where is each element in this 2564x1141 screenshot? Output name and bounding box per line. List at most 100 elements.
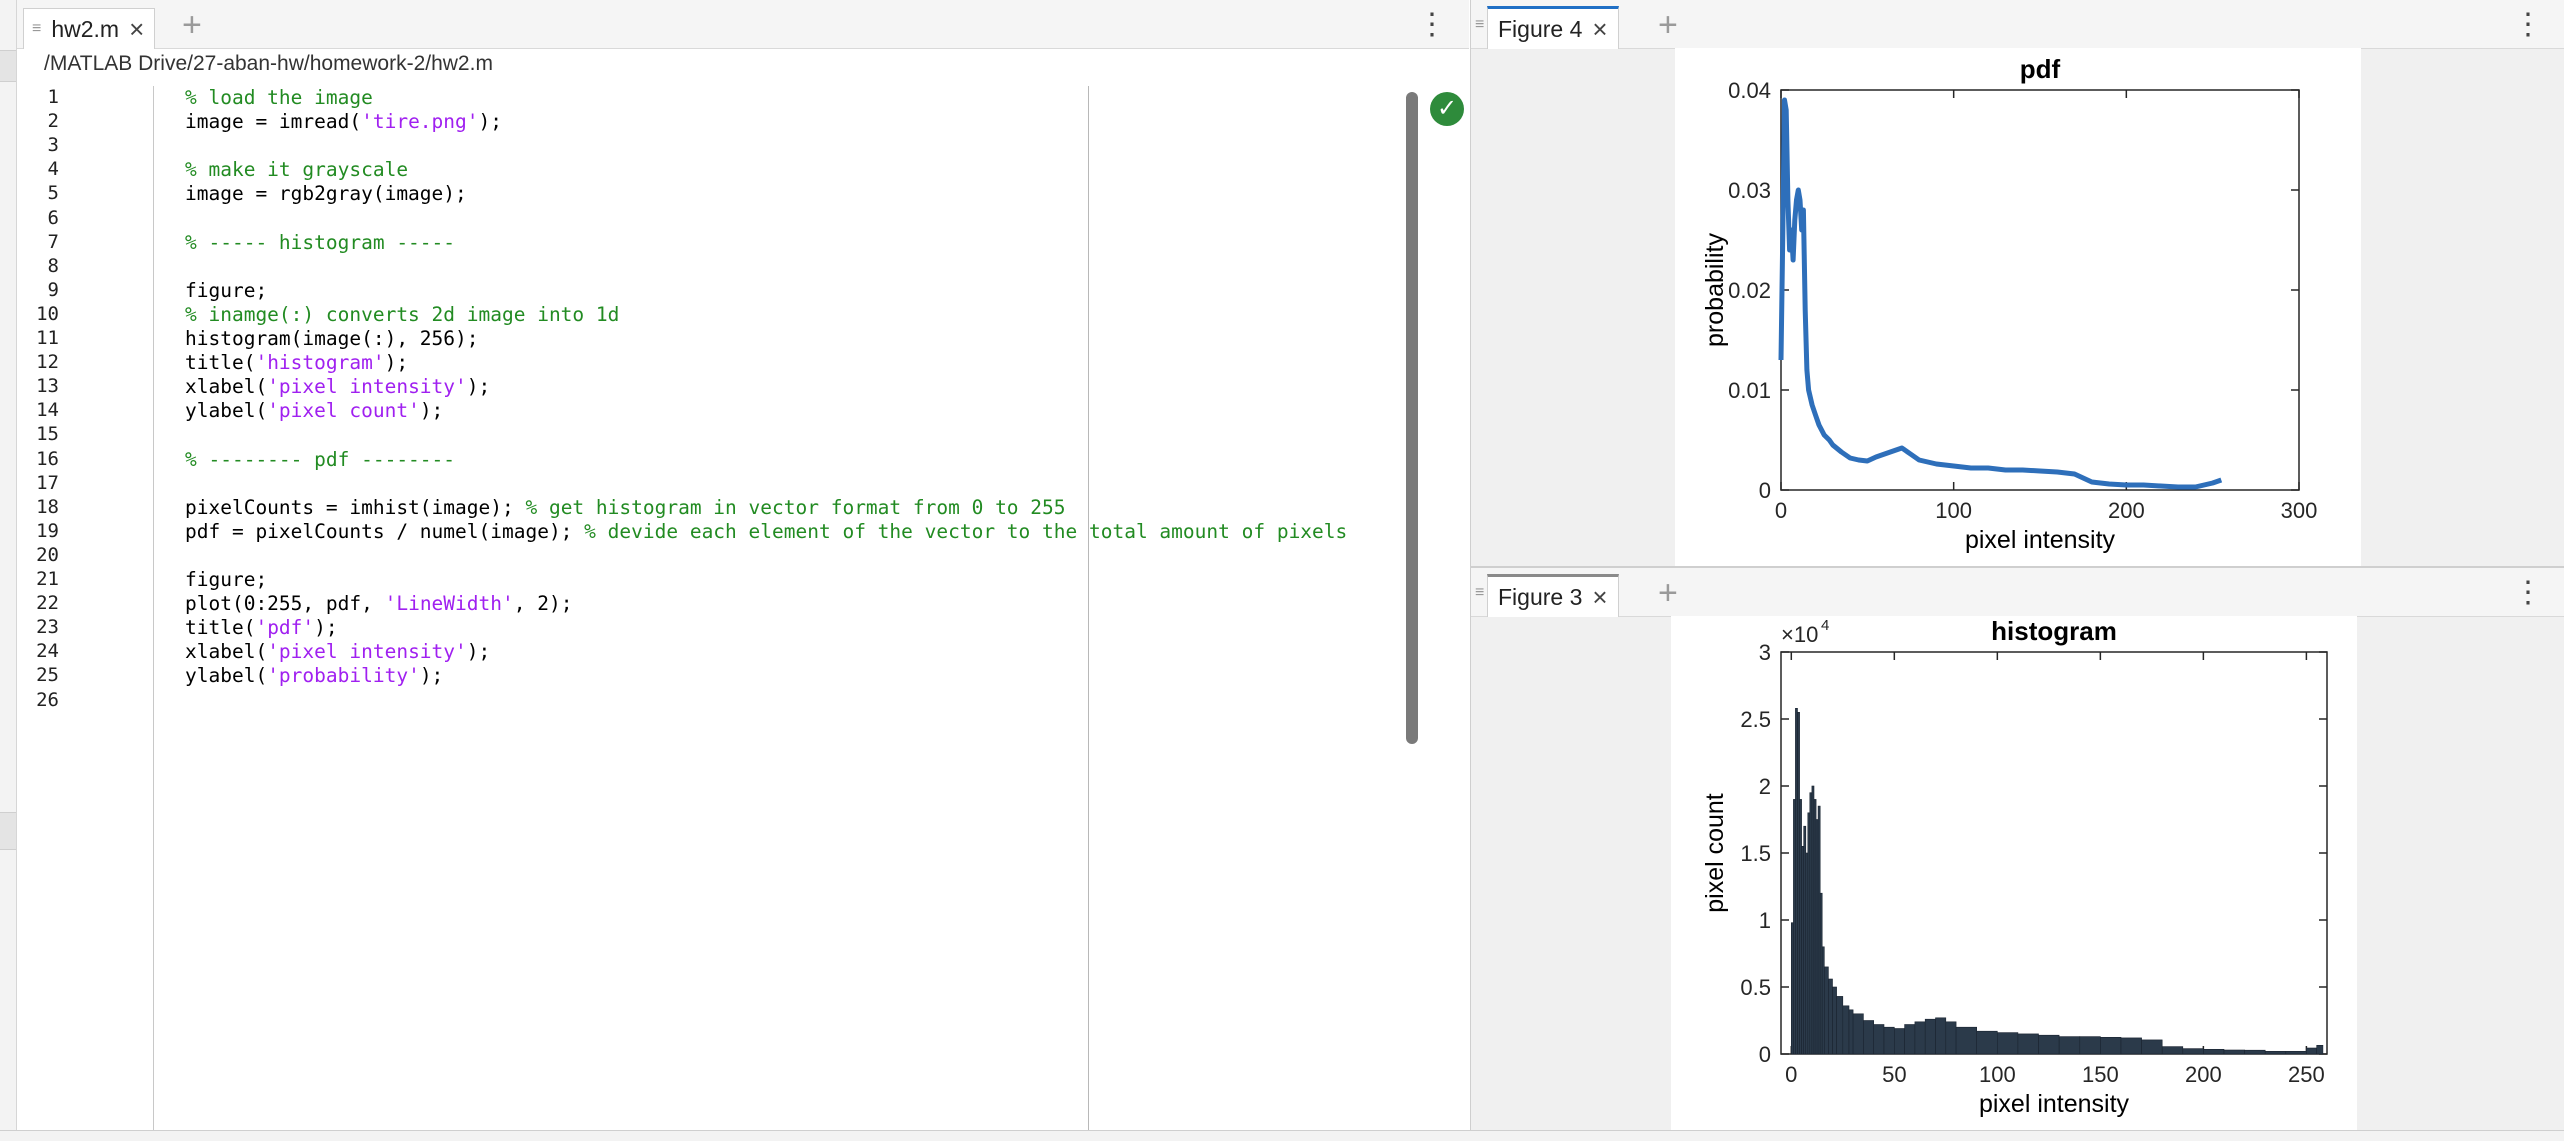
histogram-bar: [2264, 1050, 2287, 1055]
line-number: 22: [36, 592, 59, 615]
code-string: 'pixel count': [267, 399, 420, 423]
line-number: 18: [36, 495, 59, 518]
histogram-bar: [1824, 966, 1829, 1055]
strip-block: [0, 812, 16, 850]
add-tab-button[interactable]: +: [182, 6, 202, 44]
tab-label: hw2.m: [51, 15, 120, 42]
x-tick-label: 50: [1882, 1062, 1906, 1087]
line-number: 17: [36, 471, 59, 494]
code-editor: ≡ hw2.m × + ⋮ /MATLAB Drive/27-aban-hw/h…: [17, 0, 1469, 1140]
code-string: 'pixel intensity': [267, 640, 467, 664]
y-tick-label: 1.5: [1740, 841, 1771, 866]
code-text: histogram(image(:), 256);: [185, 327, 479, 350]
histogram-bar: [1935, 1017, 1947, 1055]
histogram-bar: [1821, 946, 1825, 1055]
line-number: 5: [47, 182, 59, 205]
code-text: ylabel(: [185, 664, 268, 688]
add-figure-button[interactable]: +: [1658, 574, 1678, 612]
code-line: image = imread('tire.png');: [185, 110, 502, 133]
histogram-bar: [1819, 892, 1823, 1055]
code-comment: % devide each element of the vector to t…: [584, 519, 1348, 543]
code-text: );: [314, 616, 338, 640]
code-comment: % load the image: [185, 86, 373, 109]
more-options-icon[interactable]: ⋮: [1417, 8, 1447, 41]
code-line: ylabel('probability');: [185, 664, 443, 687]
histogram-bar: [2316, 1044, 2324, 1055]
histogram-bar: [2306, 1047, 2318, 1055]
line-number: 7: [47, 230, 59, 253]
code-line: pixelCounts = imhist(image); % get histo…: [185, 496, 1066, 519]
right-margin-line: [1088, 86, 1089, 1130]
line-number: 14: [36, 399, 59, 422]
line-number: 25: [36, 664, 59, 687]
histogram-bar: [1894, 1028, 1905, 1055]
code-line: histogram(image(:), 256);: [185, 327, 479, 350]
histogram-bar: [2203, 1048, 2225, 1055]
histogram-bar: [1791, 922, 1794, 1055]
figure-panel-bottom: ≡ Figure 3 × + ⋮ histogram 0 50 100 150 200 25…: [1470, 566, 2564, 1132]
x-tick-label: 100: [1979, 1062, 2016, 1087]
close-icon[interactable]: ×: [1592, 581, 1608, 612]
close-icon[interactable]: ×: [1592, 13, 1608, 44]
line-number: 6: [47, 206, 59, 229]
tab-figure-3[interactable]: Figure 3 ×: [1487, 574, 1619, 617]
tab-hw2[interactable]: ≡ hw2.m ×: [23, 8, 156, 49]
histogram-bar: [1945, 1021, 1957, 1055]
code-text: pixelCounts = imhist(image);: [185, 495, 526, 519]
code-text: image = rgb2gray(image);: [185, 182, 467, 206]
histogram-chart: histogram 0 50 100 150 200 250 0 0.5 1 1.5 2 2.5 3 pix…: [1701, 616, 2328, 1118]
histogram-bar: [2141, 1039, 2163, 1055]
more-options-icon[interactable]: ⋮: [2513, 576, 2543, 609]
histogram-bar: [1801, 846, 1805, 1055]
histogram-bar: [1852, 1013, 1864, 1055]
chart-title: pdf: [2020, 54, 2061, 84]
histogram-bar: [1883, 1026, 1895, 1055]
code-text: );: [419, 399, 444, 423]
code-line: xlabel('pixel intensity');: [185, 640, 490, 663]
y-tick-label: 0.02: [1728, 278, 1771, 303]
code-comment: % make it grayscale: [185, 158, 409, 182]
code-comment: % ----- histogram -----: [185, 230, 456, 254]
code-text: );: [419, 664, 444, 688]
x-tick-label: 100: [1935, 498, 1972, 523]
code-line: pdf = pixelCounts / numel(image); % devi…: [185, 520, 1347, 543]
plot-canvas: histogram 0 50 100 150 200 250 0 0.5 1 1.5 2 2.5 3 pix…: [1671, 616, 2357, 1130]
line-number: 9: [47, 278, 59, 301]
check-circle-icon[interactable]: ✓: [1430, 92, 1464, 126]
code-string: 'tire.png': [361, 110, 479, 134]
plot-area: [1780, 651, 2328, 1055]
histogram-bar: [1904, 1024, 1916, 1055]
add-figure-button[interactable]: +: [1658, 6, 1678, 44]
code-line: % -------- pdf --------: [185, 448, 455, 471]
histogram-bar: [1811, 785, 1815, 1055]
line-number: 16: [36, 447, 59, 470]
code-text: );: [466, 375, 491, 399]
line-number: 26: [36, 688, 59, 711]
histogram-bar: [1863, 1020, 1874, 1055]
histogram-bar: [1832, 986, 1837, 1055]
close-icon[interactable]: ×: [129, 13, 145, 44]
file-path: /MATLAB Drive/27-aban-hw/homework-2/hw2.…: [44, 52, 493, 75]
x-tick-label: 150: [2082, 1062, 2119, 1087]
code-text: plot(0:255, pdf,: [185, 592, 385, 616]
strip-block: [0, 50, 16, 82]
histogram-bar: [1836, 996, 1844, 1055]
histogram-bar: [1809, 792, 1813, 1055]
code-line: xlabel('pixel intensity');: [185, 375, 490, 398]
histogram-bar: [2038, 1034, 2060, 1055]
tab-figure-4[interactable]: Figure 4 ×: [1487, 6, 1619, 49]
figure-tabbar: [1471, 0, 2564, 49]
code-text: );: [384, 351, 409, 375]
line-number: 11: [36, 327, 59, 349]
code-line: % make it grayscale: [185, 158, 408, 181]
code-text: );: [478, 110, 502, 134]
line-number: 21: [36, 568, 59, 590]
y-exponent-label: ×10: [1781, 622, 1818, 647]
line-number: 4: [47, 158, 59, 181]
more-options-icon[interactable]: ⋮: [2513, 8, 2543, 41]
code-line: image = rgb2gray(image);: [185, 182, 467, 205]
left-panel-strip: [0, 0, 17, 1140]
vertical-scrollbar[interactable]: [1406, 92, 1418, 744]
x-tick-label: 0: [1785, 1062, 1797, 1087]
histogram-bar: [1996, 1032, 2019, 1055]
